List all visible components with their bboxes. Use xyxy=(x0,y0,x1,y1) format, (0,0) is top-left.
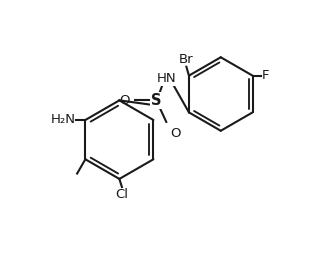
Text: S: S xyxy=(151,93,161,108)
Text: Br: Br xyxy=(179,53,194,66)
Text: Cl: Cl xyxy=(115,188,128,201)
Text: H₂N: H₂N xyxy=(51,113,76,126)
Text: O: O xyxy=(119,94,129,107)
Text: O: O xyxy=(170,127,181,140)
Text: F: F xyxy=(262,69,270,82)
Text: HN: HN xyxy=(156,72,176,85)
